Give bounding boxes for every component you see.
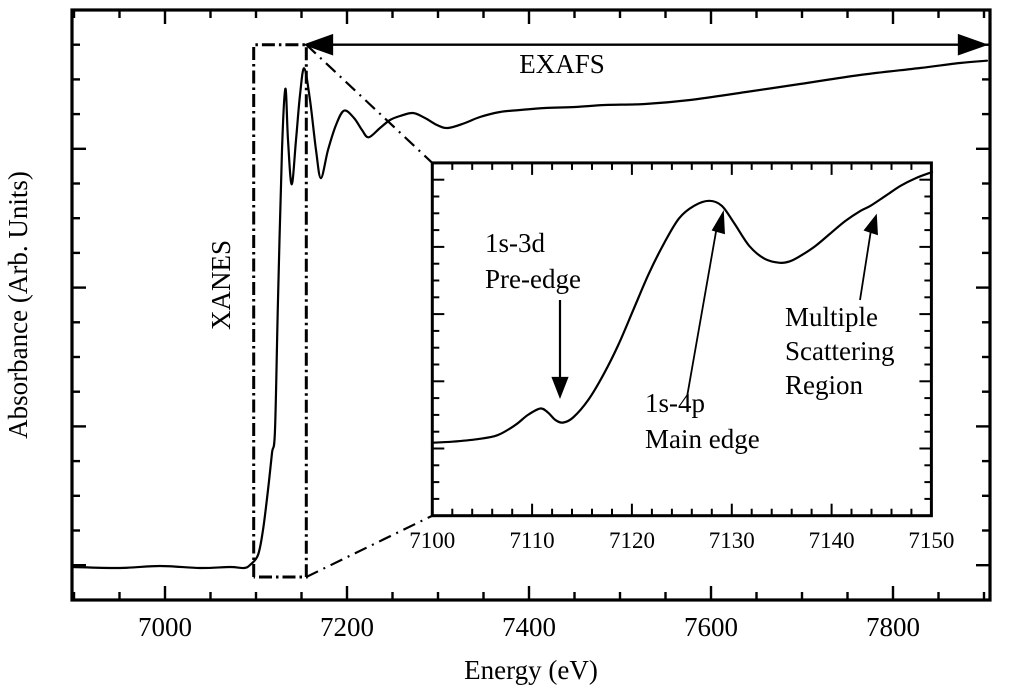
svg-text:1s-4p: 1s-4p — [645, 388, 705, 418]
svg-text:7140: 7140 — [809, 528, 855, 553]
svg-text:Absorbance (Arb. Units): Absorbance (Arb. Units) — [3, 171, 33, 439]
svg-text:Scattering: Scattering — [785, 336, 894, 366]
svg-text:Multiple: Multiple — [785, 302, 878, 332]
svg-text:XANES: XANES — [206, 240, 236, 330]
svg-text:7110: 7110 — [510, 528, 555, 553]
svg-text:7400: 7400 — [502, 612, 556, 642]
svg-text:7800: 7800 — [866, 612, 920, 642]
svg-text:EXAFS: EXAFS — [519, 49, 605, 79]
svg-text:7150: 7150 — [908, 528, 954, 553]
svg-text:7100: 7100 — [409, 528, 455, 553]
svg-text:7120: 7120 — [609, 528, 655, 553]
svg-text:Region: Region — [785, 370, 863, 400]
svg-text:Pre-edge: Pre-edge — [485, 264, 581, 294]
svg-text:1s-3d: 1s-3d — [485, 228, 545, 258]
svg-text:Energy (eV): Energy (eV) — [464, 655, 598, 685]
svg-text:Main edge: Main edge — [645, 424, 760, 454]
svg-text:7000: 7000 — [138, 612, 192, 642]
svg-text:7600: 7600 — [684, 612, 738, 642]
svg-text:7200: 7200 — [320, 612, 374, 642]
svg-text:7130: 7130 — [709, 528, 755, 553]
